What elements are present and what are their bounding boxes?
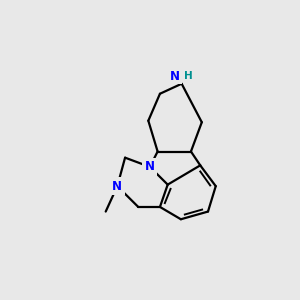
Text: N: N <box>145 160 155 173</box>
Text: N: N <box>170 70 180 83</box>
Text: H: H <box>184 71 193 81</box>
Text: N: N <box>112 180 122 193</box>
